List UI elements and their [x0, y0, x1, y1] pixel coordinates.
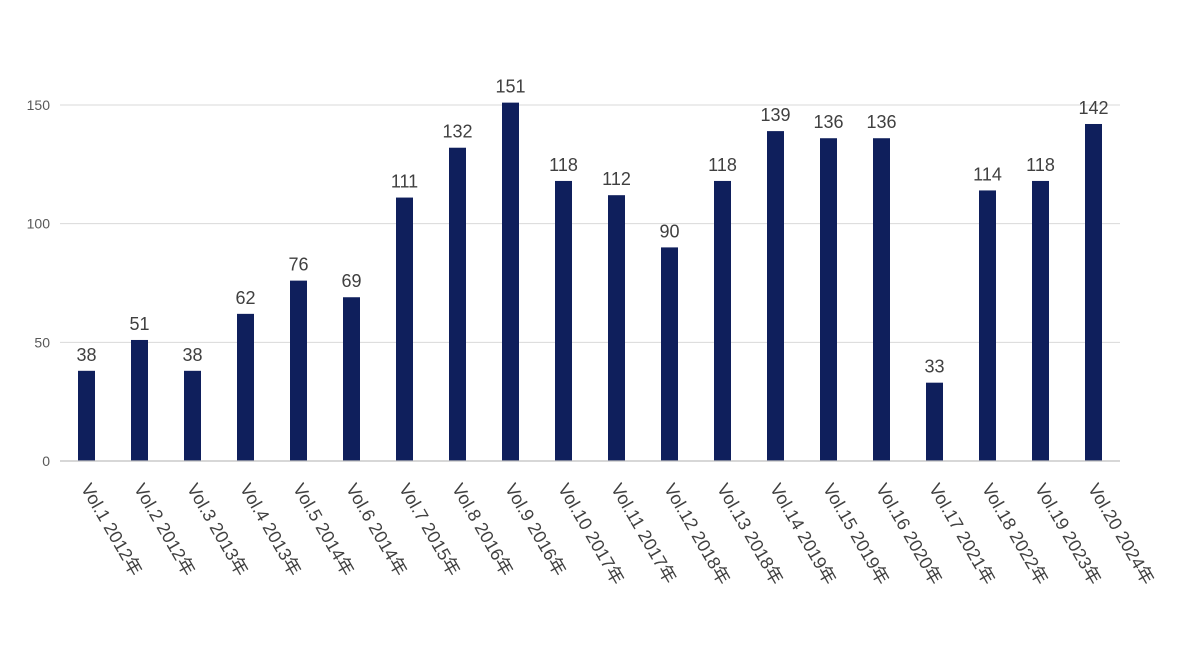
y-axis-ticks: 0 50 100 150 — [27, 97, 51, 469]
y-tick-label: 0 — [42, 453, 50, 469]
data-label: 76 — [288, 255, 308, 275]
bar — [131, 339, 148, 461]
y-tick-label: 150 — [27, 97, 51, 113]
bar — [1085, 123, 1102, 461]
bar — [396, 197, 413, 461]
data-label: 132 — [442, 122, 472, 142]
bar — [661, 247, 678, 461]
data-label: 136 — [813, 112, 843, 132]
bars — [78, 102, 1102, 462]
bar — [555, 180, 572, 462]
data-label: 111 — [391, 172, 418, 192]
data-labels: 38 51 38 62 76 69 111 132 151 118 112 90 118 139 136 13… — [76, 77, 1108, 377]
data-label: 142 — [1078, 98, 1108, 118]
data-label: 118 — [1026, 155, 1055, 175]
bar — [767, 131, 784, 461]
bar — [290, 280, 307, 461]
bar — [979, 190, 996, 461]
y-tick-label: 50 — [34, 334, 50, 350]
bar — [714, 180, 731, 462]
data-label: 118 — [549, 155, 578, 175]
data-label: 112 — [602, 169, 631, 189]
data-label: 136 — [866, 112, 896, 132]
data-label: 114 — [973, 164, 1002, 184]
bar — [343, 297, 360, 461]
bar — [608, 195, 625, 462]
data-label: 33 — [924, 357, 944, 377]
bar — [502, 102, 519, 462]
data-label: 151 — [495, 77, 525, 97]
bar — [926, 382, 943, 461]
data-label: 51 — [129, 314, 149, 334]
bar — [237, 313, 254, 461]
data-label: 62 — [235, 288, 255, 308]
data-label: 38 — [182, 345, 202, 365]
data-label: 118 — [708, 155, 737, 175]
data-label: 90 — [659, 221, 679, 241]
data-label: 38 — [76, 345, 96, 365]
bar — [449, 147, 466, 461]
bar — [78, 370, 95, 461]
data-label: 69 — [341, 271, 361, 291]
y-tick-label: 100 — [27, 216, 51, 232]
bar — [820, 138, 837, 461]
data-label: 139 — [760, 105, 790, 125]
bar — [1032, 180, 1049, 462]
bar — [184, 370, 201, 461]
gridlines — [60, 104, 1120, 343]
bar — [873, 138, 890, 461]
